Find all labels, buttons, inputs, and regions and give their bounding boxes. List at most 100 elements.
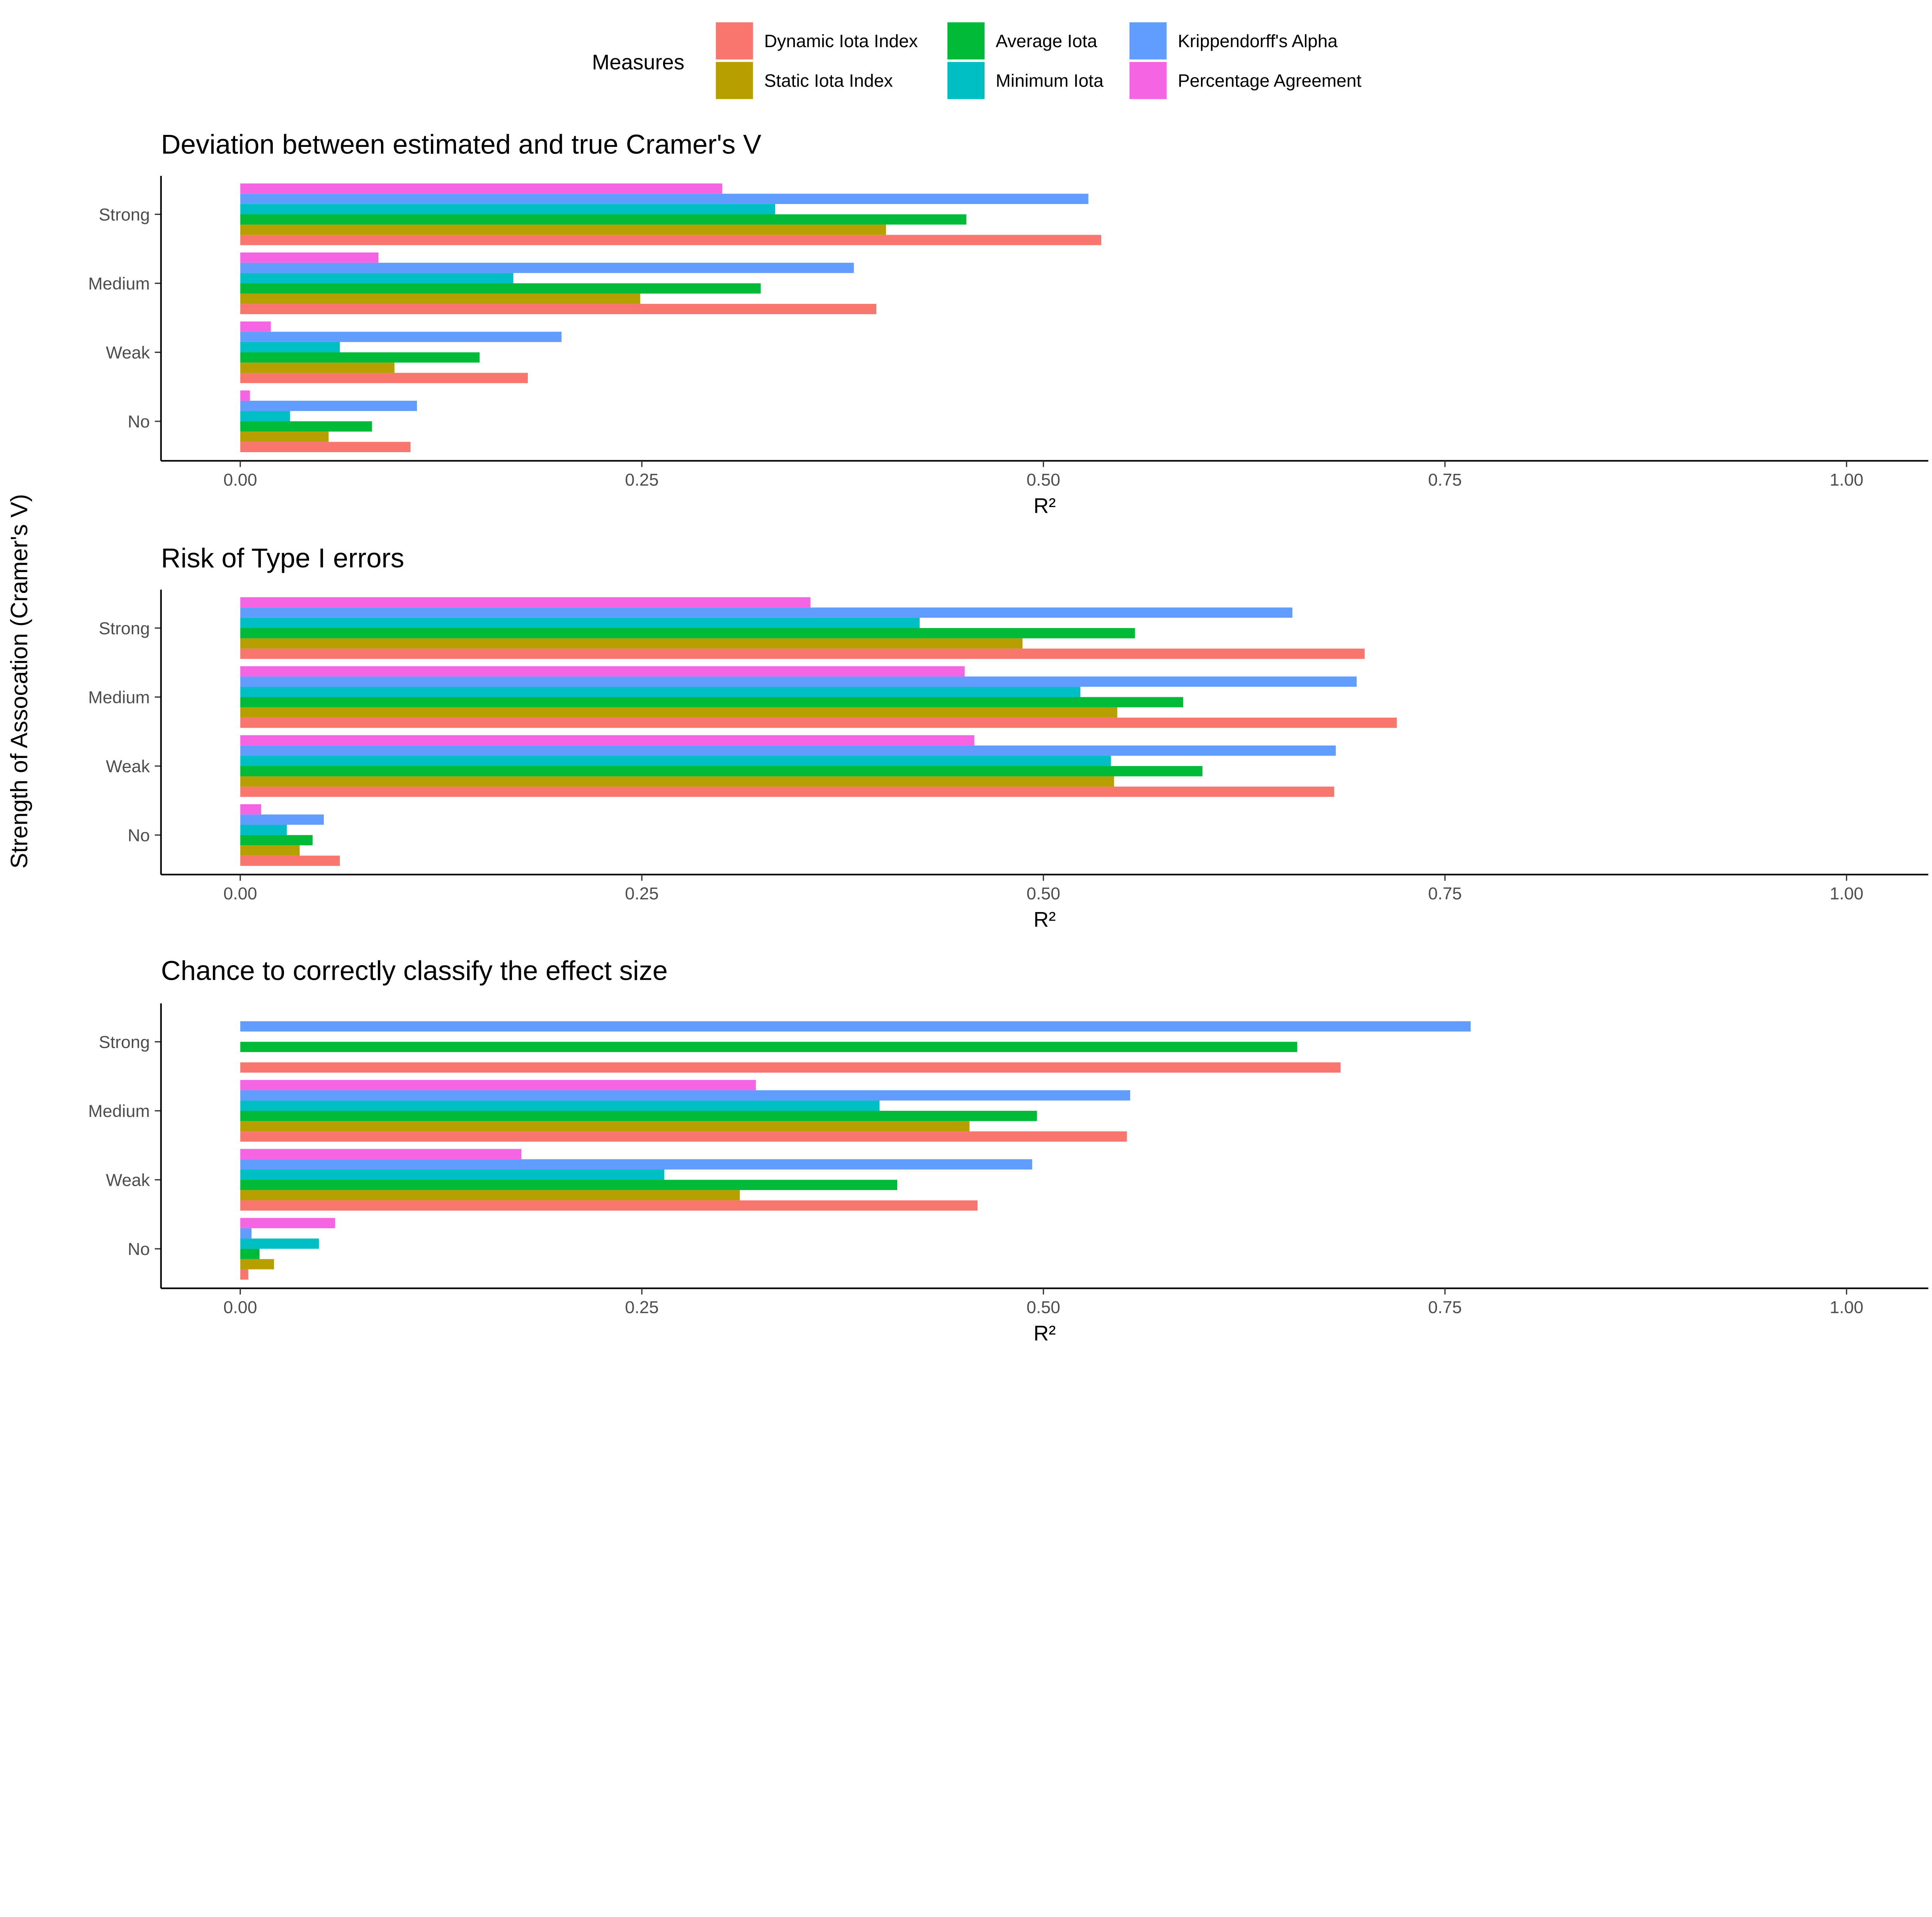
bar-percentage-agreement-no	[240, 1218, 335, 1228]
panel-3: Chance to correctly classify the effect …	[88, 955, 1929, 1345]
bar-minimum-iota-no	[240, 1238, 319, 1249]
bar-percentage-agreement-medium	[240, 252, 379, 263]
bar-minimum-iota-medium	[240, 1100, 880, 1111]
panel-2: Risk of Type I errors Strong Medium Weak No 0…	[88, 543, 1929, 931]
bar-static-iota-index-no	[240, 431, 329, 442]
bar-static-iota-index-medium	[240, 293, 640, 304]
bar-krippendorff-s-alpha-medium	[240, 262, 854, 273]
bar-minimum-iota-medium	[240, 273, 514, 284]
bar-krippendorff-s-alpha-no	[240, 814, 324, 825]
bar-static-iota-index-no	[240, 1259, 274, 1270]
x-tick-label: 1.00	[1830, 470, 1863, 489]
x-tick-label: 0.25	[625, 1297, 658, 1317]
y-tick-label: Medium	[88, 1101, 150, 1121]
y-tick-label: Medium	[88, 688, 150, 707]
y-tick-label: Weak	[106, 756, 150, 776]
x-tick-label: 0.50	[1027, 470, 1060, 489]
bar-average-iota-medium	[240, 697, 1183, 708]
y-tick-label: Strong	[99, 205, 150, 225]
bar-minimum-iota-medium	[240, 686, 1080, 697]
bar-average-iota-no	[240, 835, 313, 846]
panel-title: Risk of Type I errors	[161, 543, 404, 573]
bar-minimum-iota-weak	[240, 756, 1111, 766]
y-tick-label: Strong	[99, 1032, 150, 1052]
bar-percentage-agreement-weak	[240, 321, 271, 332]
legend-label: Average Iota	[996, 31, 1097, 51]
x-tick-label: 0.75	[1428, 470, 1462, 489]
x-tick-label: 0.00	[223, 884, 257, 903]
bar-average-iota-strong	[240, 214, 966, 225]
y-tick-label: No	[128, 412, 150, 431]
legend-key	[947, 22, 985, 60]
bar-average-iota-no	[240, 421, 372, 432]
bar-dynamic-iota-index-medium	[240, 717, 1397, 728]
bar-average-iota-strong	[240, 628, 1135, 638]
bar-average-iota-weak	[240, 352, 480, 363]
bar-percentage-agreement-strong	[240, 183, 722, 194]
x-tick-label: 1.00	[1830, 884, 1863, 903]
y-tick-label: Weak	[106, 343, 150, 363]
legend-label: Dynamic Iota Index	[764, 31, 918, 51]
bar-dynamic-iota-index-strong	[240, 1062, 1341, 1073]
bar-minimum-iota-no	[240, 411, 290, 422]
bar-krippendorff-s-alpha-no	[240, 1228, 252, 1239]
bar-krippendorff-s-alpha-strong	[240, 194, 1088, 204]
legend-label: Krippendorff's Alpha	[1178, 31, 1338, 51]
y-tick-label: Medium	[88, 274, 150, 293]
bar-dynamic-iota-index-medium	[240, 1131, 1127, 1142]
bar-dynamic-iota-index-no	[240, 1269, 248, 1280]
bar-dynamic-iota-index-weak	[240, 1200, 978, 1211]
x-tick-label: 0.00	[223, 1297, 257, 1317]
legend-title: Measures	[592, 50, 684, 74]
bar-minimum-iota-weak	[240, 342, 340, 352]
bar-minimum-iota-strong	[240, 618, 920, 628]
bar-krippendorff-s-alpha-weak	[240, 1159, 1032, 1170]
bar-average-iota-no	[240, 1249, 260, 1259]
legend: Measures Dynamic Iota Index Static Iota I…	[592, 22, 1361, 99]
bar-average-iota-strong	[240, 1042, 1298, 1052]
bar-percentage-agreement-strong	[240, 597, 811, 608]
y-axis-title: Strength of Assocation (Cramer's V)	[6, 494, 32, 868]
x-tick-label: 0.75	[1428, 884, 1462, 903]
bar-average-iota-medium	[240, 283, 761, 294]
bar-static-iota-index-strong	[240, 638, 1023, 649]
bar-krippendorff-s-alpha-strong	[240, 1021, 1471, 1032]
x-tick-label: 0.25	[625, 470, 658, 489]
bar-dynamic-iota-index-weak	[240, 373, 528, 383]
bar-krippendorff-s-alpha-weak	[240, 745, 1336, 756]
legend-key	[716, 62, 753, 99]
legend-key	[947, 62, 985, 99]
y-tick-label: Weak	[106, 1170, 150, 1190]
x-tick-label: 0.50	[1027, 1297, 1060, 1317]
bar-dynamic-iota-index-weak	[240, 787, 1334, 797]
bar-percentage-agreement-no	[240, 804, 261, 815]
legend-key	[716, 22, 753, 60]
bar-minimum-iota-no	[240, 824, 287, 835]
panel-1: Deviation between estimated and true Cra…	[88, 129, 1929, 518]
bar-static-iota-index-no	[240, 845, 300, 856]
bar-average-iota-medium	[240, 1111, 1037, 1121]
legend-label: Percentage Agreement	[1178, 70, 1361, 90]
bar-average-iota-weak	[240, 1180, 898, 1190]
bar-dynamic-iota-index-medium	[240, 304, 876, 314]
x-tick-label: 0.25	[625, 884, 658, 903]
bar-krippendorff-s-alpha-weak	[240, 332, 562, 342]
x-axis-title: R²	[1034, 907, 1056, 931]
x-tick-label: 0.00	[223, 470, 257, 489]
x-tick-label: 0.75	[1428, 1297, 1462, 1317]
legend-label: Minimum Iota	[996, 70, 1104, 90]
bar-krippendorff-s-alpha-strong	[240, 607, 1293, 618]
y-tick-label: No	[128, 1239, 150, 1259]
x-axis-title: R²	[1034, 1321, 1056, 1345]
bar-percentage-agreement-no	[240, 390, 250, 401]
bar-static-iota-index-weak	[240, 776, 1114, 787]
x-tick-label: 0.50	[1027, 884, 1060, 903]
bar-static-iota-index-weak	[240, 1190, 740, 1200]
bar-krippendorff-s-alpha-medium	[240, 1090, 1130, 1101]
bar-average-iota-weak	[240, 766, 1202, 776]
bar-static-iota-index-weak	[240, 363, 395, 373]
bar-dynamic-iota-index-no	[240, 855, 340, 866]
panel-title: Chance to correctly classify the effect …	[161, 955, 668, 986]
legend-label: Static Iota Index	[764, 70, 893, 90]
x-tick-label: 1.00	[1830, 1297, 1863, 1317]
